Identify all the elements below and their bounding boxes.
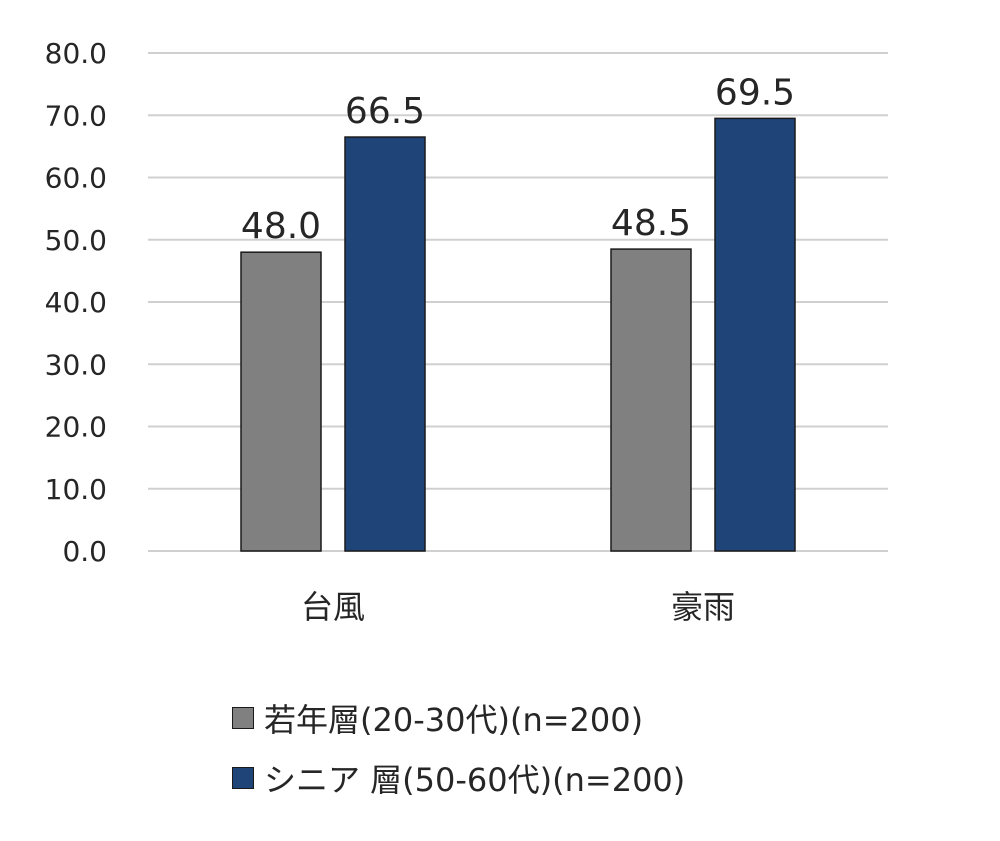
legend-item-series-0: 若年層(20-30代)(n=200): [232, 688, 685, 748]
legend-swatch: [232, 767, 254, 789]
bar-1-1: [714, 117, 796, 552]
data-label: 66.5: [345, 91, 425, 132]
bar-0-1: [610, 248, 692, 552]
y-tick-label: 30.0: [45, 348, 107, 381]
x-axis-ticks: 台風 豪雨: [301, 588, 735, 626]
y-tick-label: 20.0: [45, 411, 107, 444]
y-tick-label: 10.0: [45, 473, 107, 506]
y-axis-ticks: 0.0 10.0 20.0 30.0 40.0 50.0 60.0 70.0 80.0: [45, 37, 107, 568]
data-label: 48.5: [611, 203, 691, 244]
data-labels: 48.0 66.5 48.5 69.5: [241, 72, 795, 247]
legend: 若年層(20-30代)(n=200) シニア 層(50-60代)(n=200): [232, 688, 685, 808]
x-tick-label: 豪雨: [671, 588, 735, 626]
data-label: 69.5: [715, 72, 795, 113]
legend-swatch: [232, 707, 254, 729]
data-label: 48.0: [241, 206, 321, 247]
x-tick-label: 台風: [301, 588, 365, 626]
y-tick-label: 80.0: [45, 37, 107, 70]
y-tick-label: 60.0: [45, 162, 107, 195]
legend-item-series-1: シニア 層(50-60代)(n=200): [232, 748, 685, 808]
legend-label: シニア 層(50-60代)(n=200): [264, 761, 686, 799]
bar-chart: 0.0 10.0 20.0 30.0 40.0 50.0 60.0 70.0 80.0 48.0…: [45, 37, 888, 626]
y-tick-label: 50.0: [45, 224, 107, 257]
bars: [240, 117, 796, 552]
legend-label: 若年層(20-30代)(n=200): [264, 701, 644, 739]
bar-0-0: [240, 251, 322, 552]
bar-1-0: [344, 136, 426, 552]
y-tick-label: 70.0: [45, 99, 107, 132]
y-tick-label: 0.0: [62, 535, 107, 568]
y-tick-label: 40.0: [45, 286, 107, 319]
